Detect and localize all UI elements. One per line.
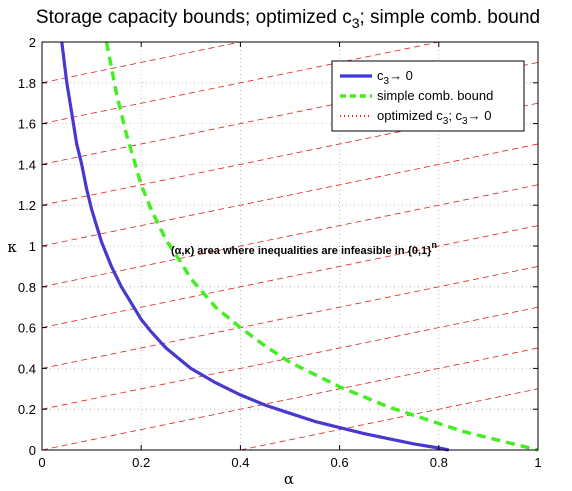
series-line-0 <box>60 41 450 452</box>
series-line-1 <box>104 41 539 452</box>
y-tick-label: 1.4 <box>18 157 36 172</box>
y-tick-label: 1.6 <box>18 117 36 132</box>
x-tick-label: 0.2 <box>132 455 150 470</box>
y-tick-label: 1.8 <box>18 76 36 91</box>
hatch-line <box>41 266 539 369</box>
y-tick-label: 1.2 <box>18 198 36 213</box>
y-tick-label: 0.8 <box>18 280 36 295</box>
y-tick-label: 1 <box>29 239 36 254</box>
hatch-line <box>41 306 539 410</box>
legend-label-2: optimized c3; c3→ 0 <box>377 108 491 127</box>
hatch-line <box>240 388 539 451</box>
legend-label-1: simple comb. bound <box>377 88 493 103</box>
y-tick-label: 0 <box>29 443 36 458</box>
hatch-line <box>41 143 539 247</box>
hatch-line <box>41 347 539 451</box>
hatch-line <box>41 41 439 124</box>
hatch-line <box>41 184 539 288</box>
chart-title: Storage capacity bounds; optimized c3; s… <box>36 7 540 31</box>
x-tick-label: 0.6 <box>331 455 349 470</box>
y-tick-label: 0.2 <box>18 402 36 417</box>
hatch-line <box>41 225 539 328</box>
hatch-line <box>41 41 241 84</box>
axis-ticks: 0 0.2 0.4 0.6 0.8 1 0 0.2 0.4 0.6 0.8 1 1.2 1.4 1.6 1.8… <box>18 35 542 470</box>
x-tick-label: 0.4 <box>231 455 249 470</box>
y-tick-label: 0.4 <box>18 361 36 376</box>
y-axis-label: κ <box>7 238 17 256</box>
x-axis-label: α <box>284 470 294 488</box>
series-lines <box>60 41 539 452</box>
y-tick-label: 0.6 <box>18 321 36 336</box>
x-tick-label: 0 <box>38 455 45 470</box>
x-tick-label: 0.8 <box>430 455 448 470</box>
x-tick-label: 1 <box>534 455 541 470</box>
legend-label-0: c3→ 0 <box>377 68 413 87</box>
infeasible-area-annotation: (α,κ) area where inequalities are infeas… <box>171 240 437 257</box>
y-tick-label: 2 <box>29 35 36 50</box>
